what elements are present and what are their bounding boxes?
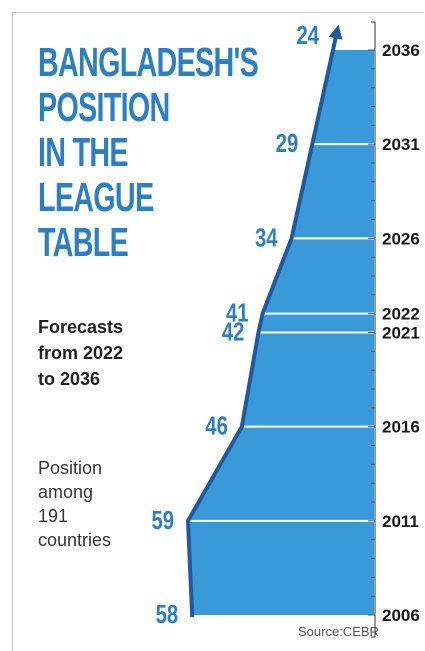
subtitle-line: from 2022 <box>38 343 124 363</box>
rank-data-label: 41 <box>226 298 249 327</box>
y-axis-note: Position among 191 countries <box>38 456 188 552</box>
title-line: POSITION <box>38 84 170 130</box>
chart-subtitle: Forecasts from 2022 to 2036 <box>38 314 188 392</box>
year-tick-label: 2036 <box>382 41 420 60</box>
year-tick-label: 2031 <box>382 135 420 154</box>
year-tick-label: 2006 <box>382 606 420 625</box>
title-line: LEAGUE <box>38 174 154 220</box>
rank-data-label: 24 <box>296 21 319 50</box>
year-tick-label: 2011 <box>382 512 419 531</box>
year-tick-label: 2026 <box>382 229 420 248</box>
source-label: Source:CEBR <box>298 624 379 639</box>
rank-data-label: 59 <box>151 505 174 534</box>
year-tick-label: 2022 <box>382 305 420 324</box>
trend-arrowhead <box>328 24 343 40</box>
title-line: IN THE <box>38 129 129 175</box>
rank-data-label: 58 <box>156 600 179 629</box>
chart-title: BANGLADESH'S POSITION IN THE LEAGUE TABL… <box>38 40 259 265</box>
title-line: TABLE <box>38 219 129 265</box>
note-line: countries <box>38 530 112 550</box>
subtitle-line: Forecasts <box>38 317 124 337</box>
note-line: Position <box>38 458 103 478</box>
note-line: 191 <box>38 506 69 526</box>
rank-data-label: 29 <box>276 129 299 158</box>
year-tick-label: 2021 <box>382 324 420 343</box>
year-tick-label: 2016 <box>382 418 420 437</box>
rank-data-label: 34 <box>255 223 278 252</box>
note-line: among <box>38 482 94 502</box>
trend-line <box>186 33 339 617</box>
rank-data-label: 46 <box>205 411 228 440</box>
rank-data-label: 42 <box>222 317 245 346</box>
subtitle-line: to 2036 <box>38 369 101 389</box>
